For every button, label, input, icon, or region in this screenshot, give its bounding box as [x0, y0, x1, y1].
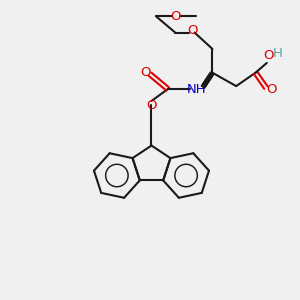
Text: NH: NH — [186, 82, 206, 96]
Text: H: H — [273, 47, 283, 60]
Text: O: O — [187, 24, 197, 37]
Text: O: O — [170, 10, 181, 23]
Text: O: O — [264, 49, 274, 62]
Text: O: O — [140, 66, 151, 79]
Text: O: O — [266, 82, 277, 96]
Text: O: O — [146, 99, 157, 112]
